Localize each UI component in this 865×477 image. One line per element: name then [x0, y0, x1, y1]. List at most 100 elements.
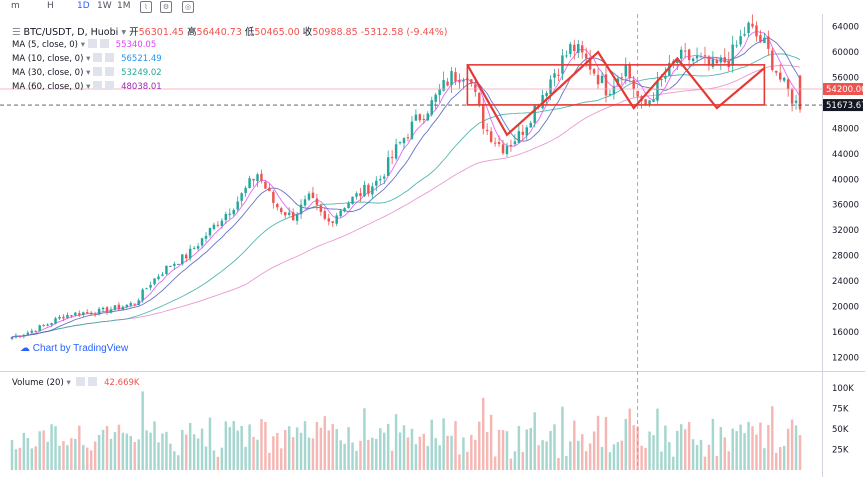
volume-bar — [14, 449, 18, 470]
interval-1w[interactable]: 1W — [97, 1, 112, 11]
volume-bar — [85, 447, 89, 470]
candle-body — [355, 193, 358, 197]
volume-bar — [212, 450, 216, 470]
volume-bar — [169, 443, 172, 470]
volume-bar — [323, 416, 327, 470]
low-value: 50465.00 — [254, 27, 300, 38]
volume-bar — [22, 432, 26, 470]
volume-bar — [280, 448, 283, 470]
candle-body — [513, 141, 517, 145]
volume-bar — [327, 430, 331, 470]
toolbar: m H 1D 1W 1M ⌇ ⚙ ◎ — [0, 0, 865, 14]
interval-hours[interactable]: H — [47, 1, 54, 11]
candle-body — [184, 254, 188, 259]
volume-bar — [355, 450, 358, 470]
volume-bar — [335, 429, 338, 470]
volume-bar — [268, 452, 271, 470]
interval-1d[interactable]: 1D — [77, 1, 90, 11]
volume-legend[interactable]: Volume (20) ▾ 42.669K — [12, 377, 140, 388]
candle-body — [196, 246, 200, 249]
candle-body — [612, 86, 616, 95]
volume-bar — [157, 442, 160, 470]
visibility-icon[interactable] — [76, 377, 86, 386]
volume-bar — [723, 437, 727, 470]
visibility-icon[interactable] — [93, 81, 103, 90]
ma30-legend[interactable]: MA (30, close, 0) ▾ 53249.02 — [12, 67, 162, 78]
candle-body — [268, 187, 271, 192]
volume-bar — [359, 440, 362, 470]
volume-bar — [577, 440, 580, 470]
volume-bar — [62, 441, 65, 470]
volume-bar — [109, 438, 113, 470]
menu-icon[interactable]: ☰ — [12, 27, 24, 38]
volume-bar — [149, 432, 152, 470]
candle-body — [668, 62, 671, 76]
candle-body — [786, 79, 790, 90]
candle-body — [798, 75, 802, 110]
volume-bar — [244, 446, 247, 470]
ma10-legend[interactable]: MA (10, close, 0) ▾ 56521.49 — [12, 53, 162, 64]
volume-bar — [743, 433, 746, 470]
close-icon[interactable] — [88, 377, 98, 386]
candle-body — [505, 146, 509, 155]
volume-bar — [173, 451, 176, 470]
candle-body — [141, 289, 144, 301]
volume-bar — [196, 438, 200, 470]
y-tick-label: 60000 — [832, 48, 859, 58]
volume-bar — [200, 428, 204, 470]
volume-bar — [252, 436, 255, 470]
visibility-icon[interactable] — [93, 53, 103, 62]
volume-bar — [34, 446, 37, 470]
candle-body — [10, 336, 14, 339]
candle-body — [446, 81, 449, 86]
volume-tick-label: 25K — [832, 446, 849, 456]
chart-type-icon[interactable]: ⌇ — [140, 1, 152, 13]
volume-bar — [755, 434, 758, 470]
ma5-legend[interactable]: MA (5, close, 0) ▾ 55340.05 — [12, 39, 157, 50]
volume-bar — [561, 406, 564, 470]
chevron-down-icon[interactable]: ▾ — [121, 27, 130, 38]
close-icon[interactable] — [99, 39, 109, 48]
volume-bar — [379, 428, 382, 470]
interval-minutes[interactable]: m — [11, 1, 20, 11]
screenshot-icon[interactable]: ◎ — [182, 1, 194, 13]
volume-bar — [236, 430, 239, 470]
visibility-icon[interactable] — [87, 39, 97, 48]
rectangle-drawing — [466, 64, 766, 106]
volume-bar — [375, 438, 378, 470]
close-icon[interactable] — [105, 53, 115, 62]
settings-icon[interactable]: ⚙ — [160, 1, 172, 13]
candle-body — [26, 332, 30, 335]
volume-bar — [533, 412, 536, 470]
interval-1m[interactable]: 1M — [117, 1, 131, 11]
volume-bar — [54, 426, 57, 470]
close-icon[interactable] — [105, 67, 115, 76]
candle-body — [291, 212, 295, 221]
candle-body — [38, 325, 41, 332]
volume-bar — [410, 428, 414, 470]
volume-bar — [580, 434, 584, 470]
volume-bar — [640, 445, 643, 470]
candle-body — [240, 193, 243, 201]
tradingview-watermark[interactable]: ☁ Chart by TradingView — [20, 343, 128, 354]
candle-body — [208, 228, 212, 236]
open-value: 56301.45 — [138, 27, 184, 38]
candle-body — [474, 84, 477, 92]
volume-bar — [628, 408, 631, 470]
volume-bar — [525, 429, 529, 470]
volume-bar — [470, 434, 473, 470]
y-tick-label: 16000 — [832, 328, 859, 338]
visibility-icon[interactable] — [93, 67, 103, 76]
candle-body — [767, 36, 770, 49]
open-label: 开 — [129, 27, 139, 38]
candle-body — [113, 305, 117, 310]
volume-bar — [192, 434, 196, 470]
candle-body — [438, 89, 441, 96]
volume-bar — [272, 436, 275, 470]
symbol-label[interactable]: BTC/USDT, D, Huobi — [23, 27, 119, 38]
close-icon[interactable] — [105, 81, 115, 90]
price-badge-lower — [823, 99, 863, 112]
y-tick-label: 48000 — [832, 124, 859, 134]
ma60-legend[interactable]: MA (60, close, 0) ▾ 48038.01 — [12, 81, 162, 92]
